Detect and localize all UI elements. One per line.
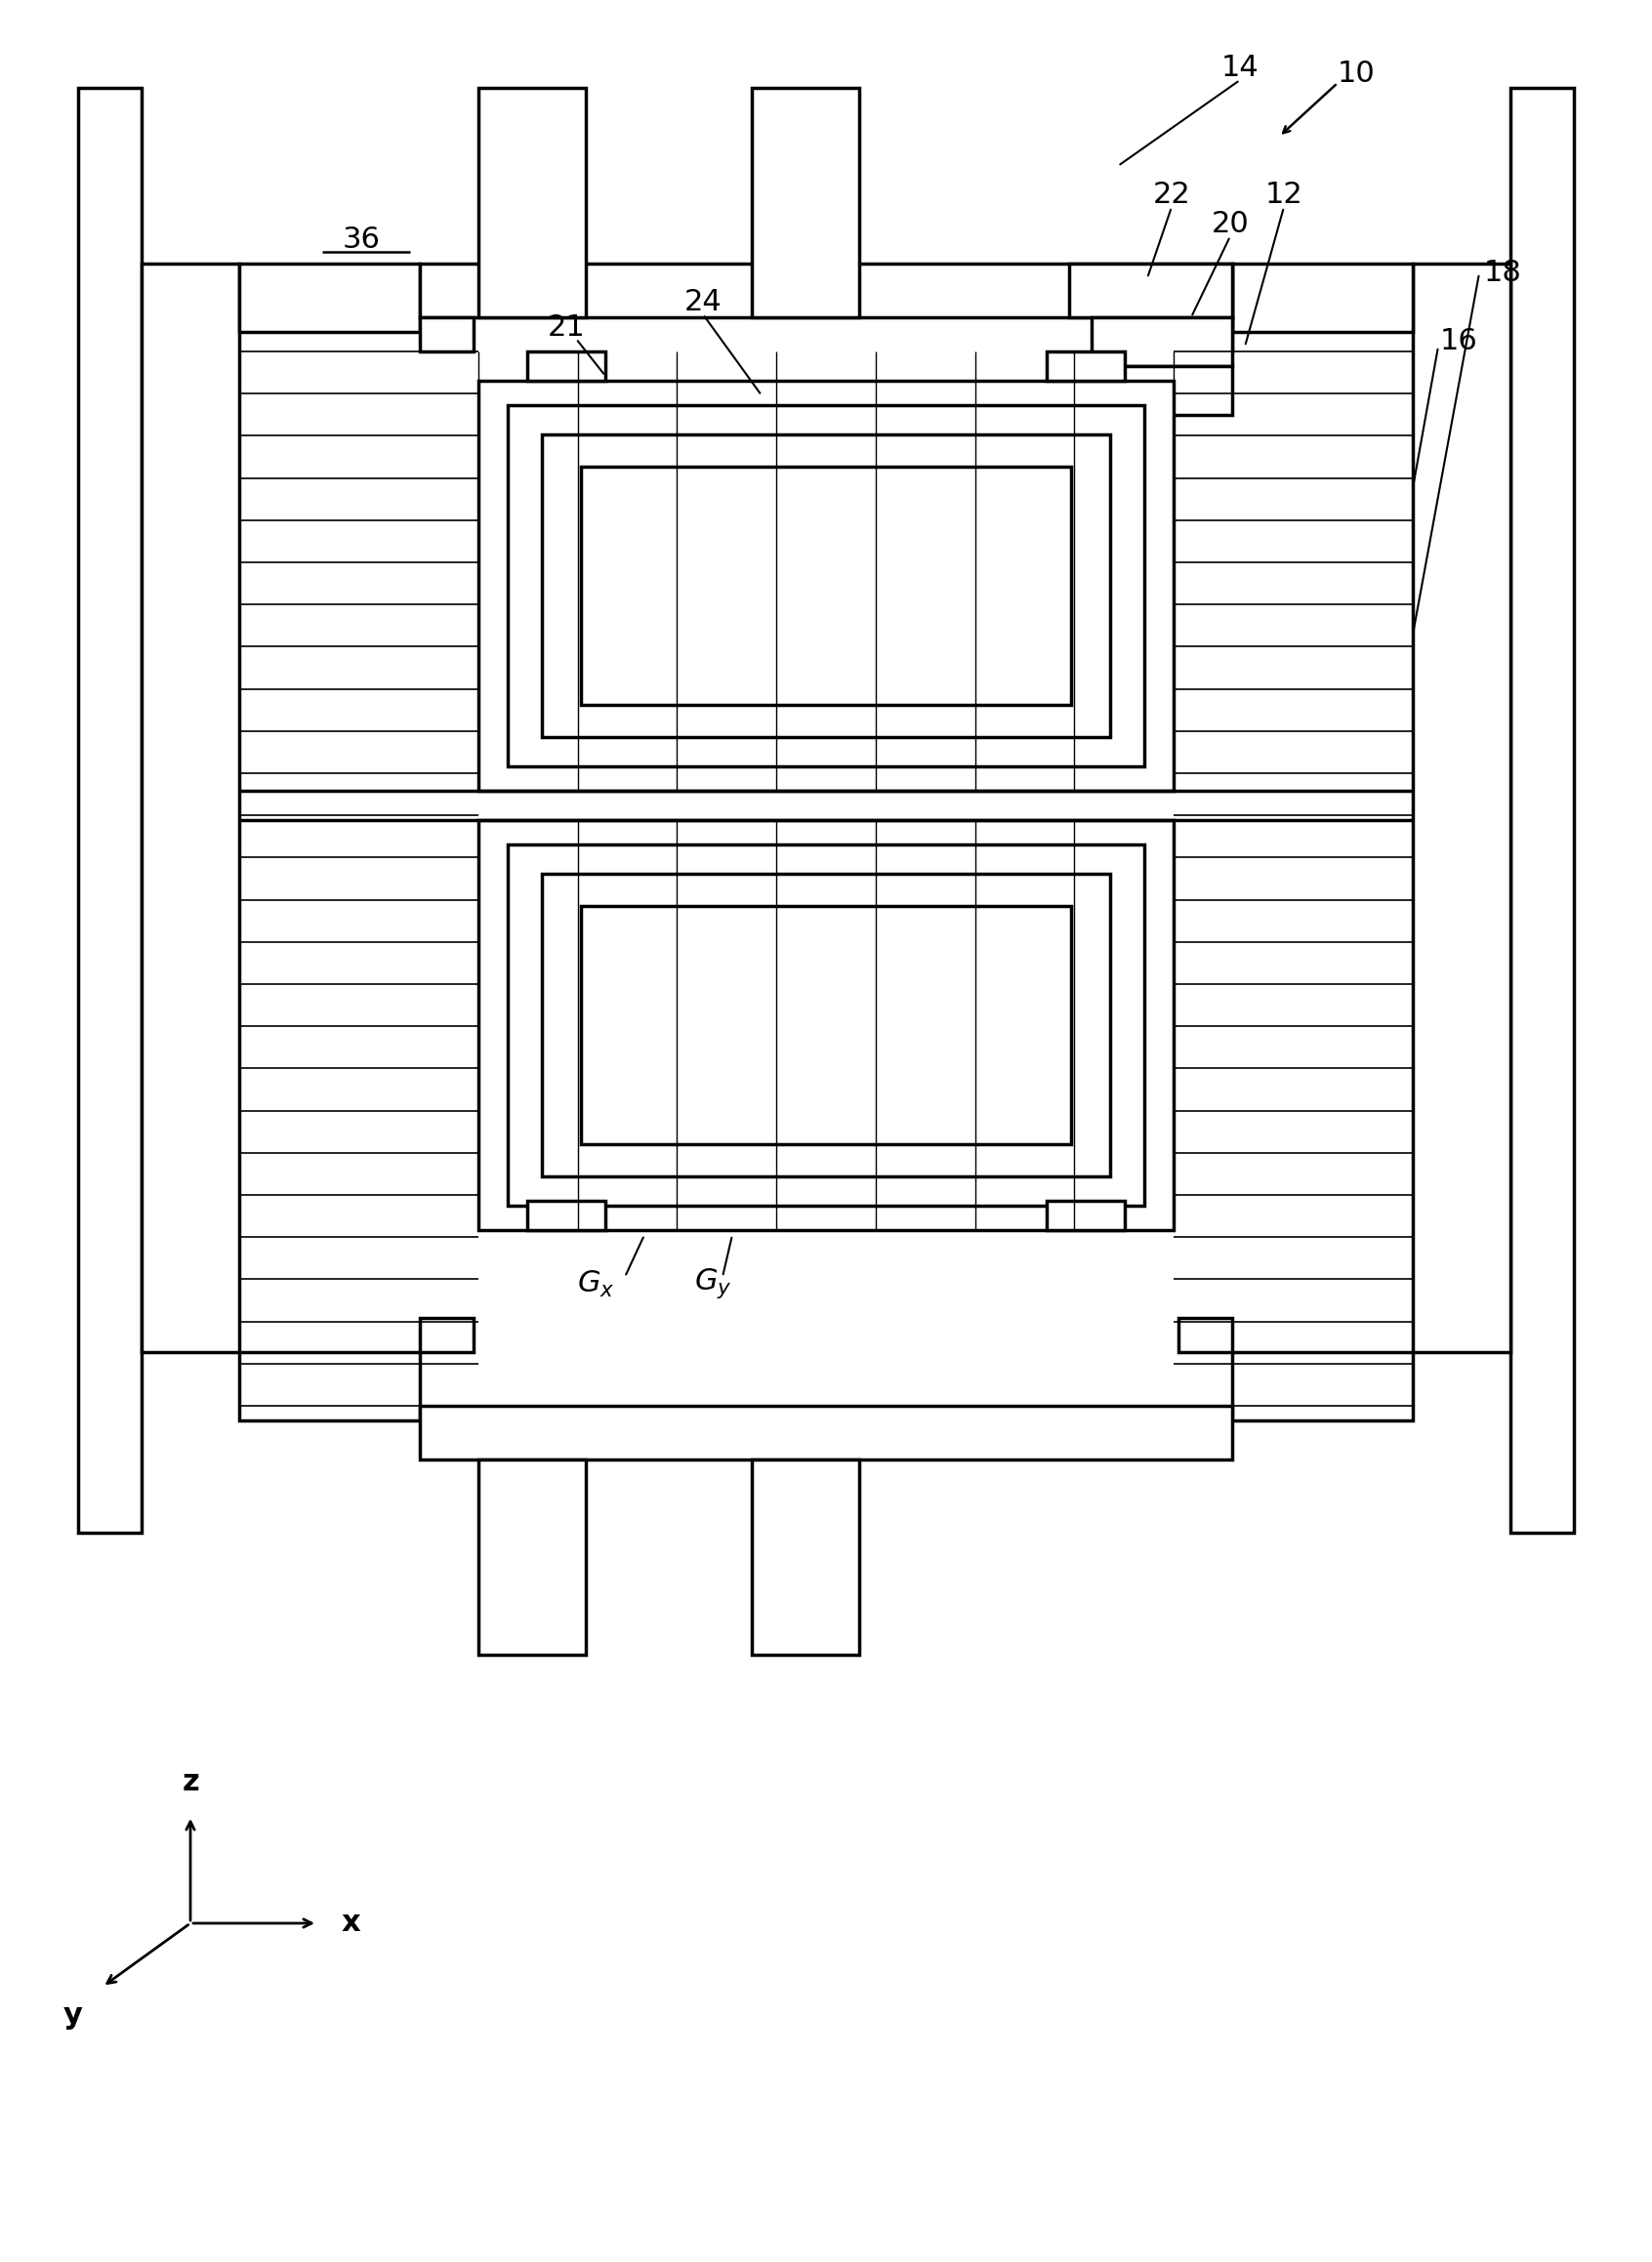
Bar	[507, 405, 1145, 767]
Bar	[1047, 1201, 1125, 1231]
Bar	[1232, 1353, 1412, 1421]
Bar	[420, 265, 1232, 317]
Text: 20: 20	[1211, 210, 1249, 240]
Bar	[1412, 265, 1510, 1353]
Text: $G_y$: $G_y$	[694, 1267, 732, 1301]
Text: 24: 24	[684, 290, 722, 317]
Bar	[479, 88, 586, 317]
Bar	[240, 265, 420, 333]
Bar	[527, 351, 605, 380]
Bar	[420, 1319, 474, 1353]
Text: x: x	[342, 1909, 360, 1936]
Text: 36: 36	[342, 224, 380, 253]
Bar	[542, 434, 1110, 737]
Text: $G_x$: $G_x$	[577, 1269, 615, 1298]
Bar	[420, 1405, 1232, 1459]
Bar	[582, 466, 1070, 706]
Bar	[1178, 1319, 1232, 1353]
Bar	[507, 844, 1145, 1206]
Bar	[479, 380, 1173, 792]
Text: 14: 14	[1221, 54, 1259, 81]
Text: 22: 22	[1153, 181, 1191, 210]
Bar	[479, 1459, 586, 1656]
Bar	[1069, 265, 1232, 317]
Bar	[142, 265, 240, 1353]
Bar	[1178, 317, 1232, 351]
Text: 10: 10	[1338, 59, 1376, 88]
Bar	[1232, 265, 1412, 333]
Bar	[1113, 366, 1232, 414]
Bar	[1092, 317, 1232, 366]
Bar	[420, 317, 474, 351]
Text: 12: 12	[1265, 181, 1303, 210]
Text: y: y	[63, 2002, 83, 2029]
Bar	[78, 88, 142, 1534]
Bar	[582, 907, 1070, 1145]
Bar	[1047, 351, 1125, 380]
Bar	[527, 1201, 605, 1231]
Text: 21: 21	[547, 312, 585, 342]
Text: 18: 18	[1483, 260, 1521, 287]
Bar	[542, 873, 1110, 1176]
Text: z: z	[182, 1769, 198, 1796]
Bar	[479, 821, 1173, 1231]
Bar	[752, 88, 859, 317]
Bar	[240, 1353, 420, 1421]
Text: 16: 16	[1441, 328, 1479, 355]
Bar	[1510, 88, 1574, 1534]
Bar	[752, 1459, 859, 1656]
